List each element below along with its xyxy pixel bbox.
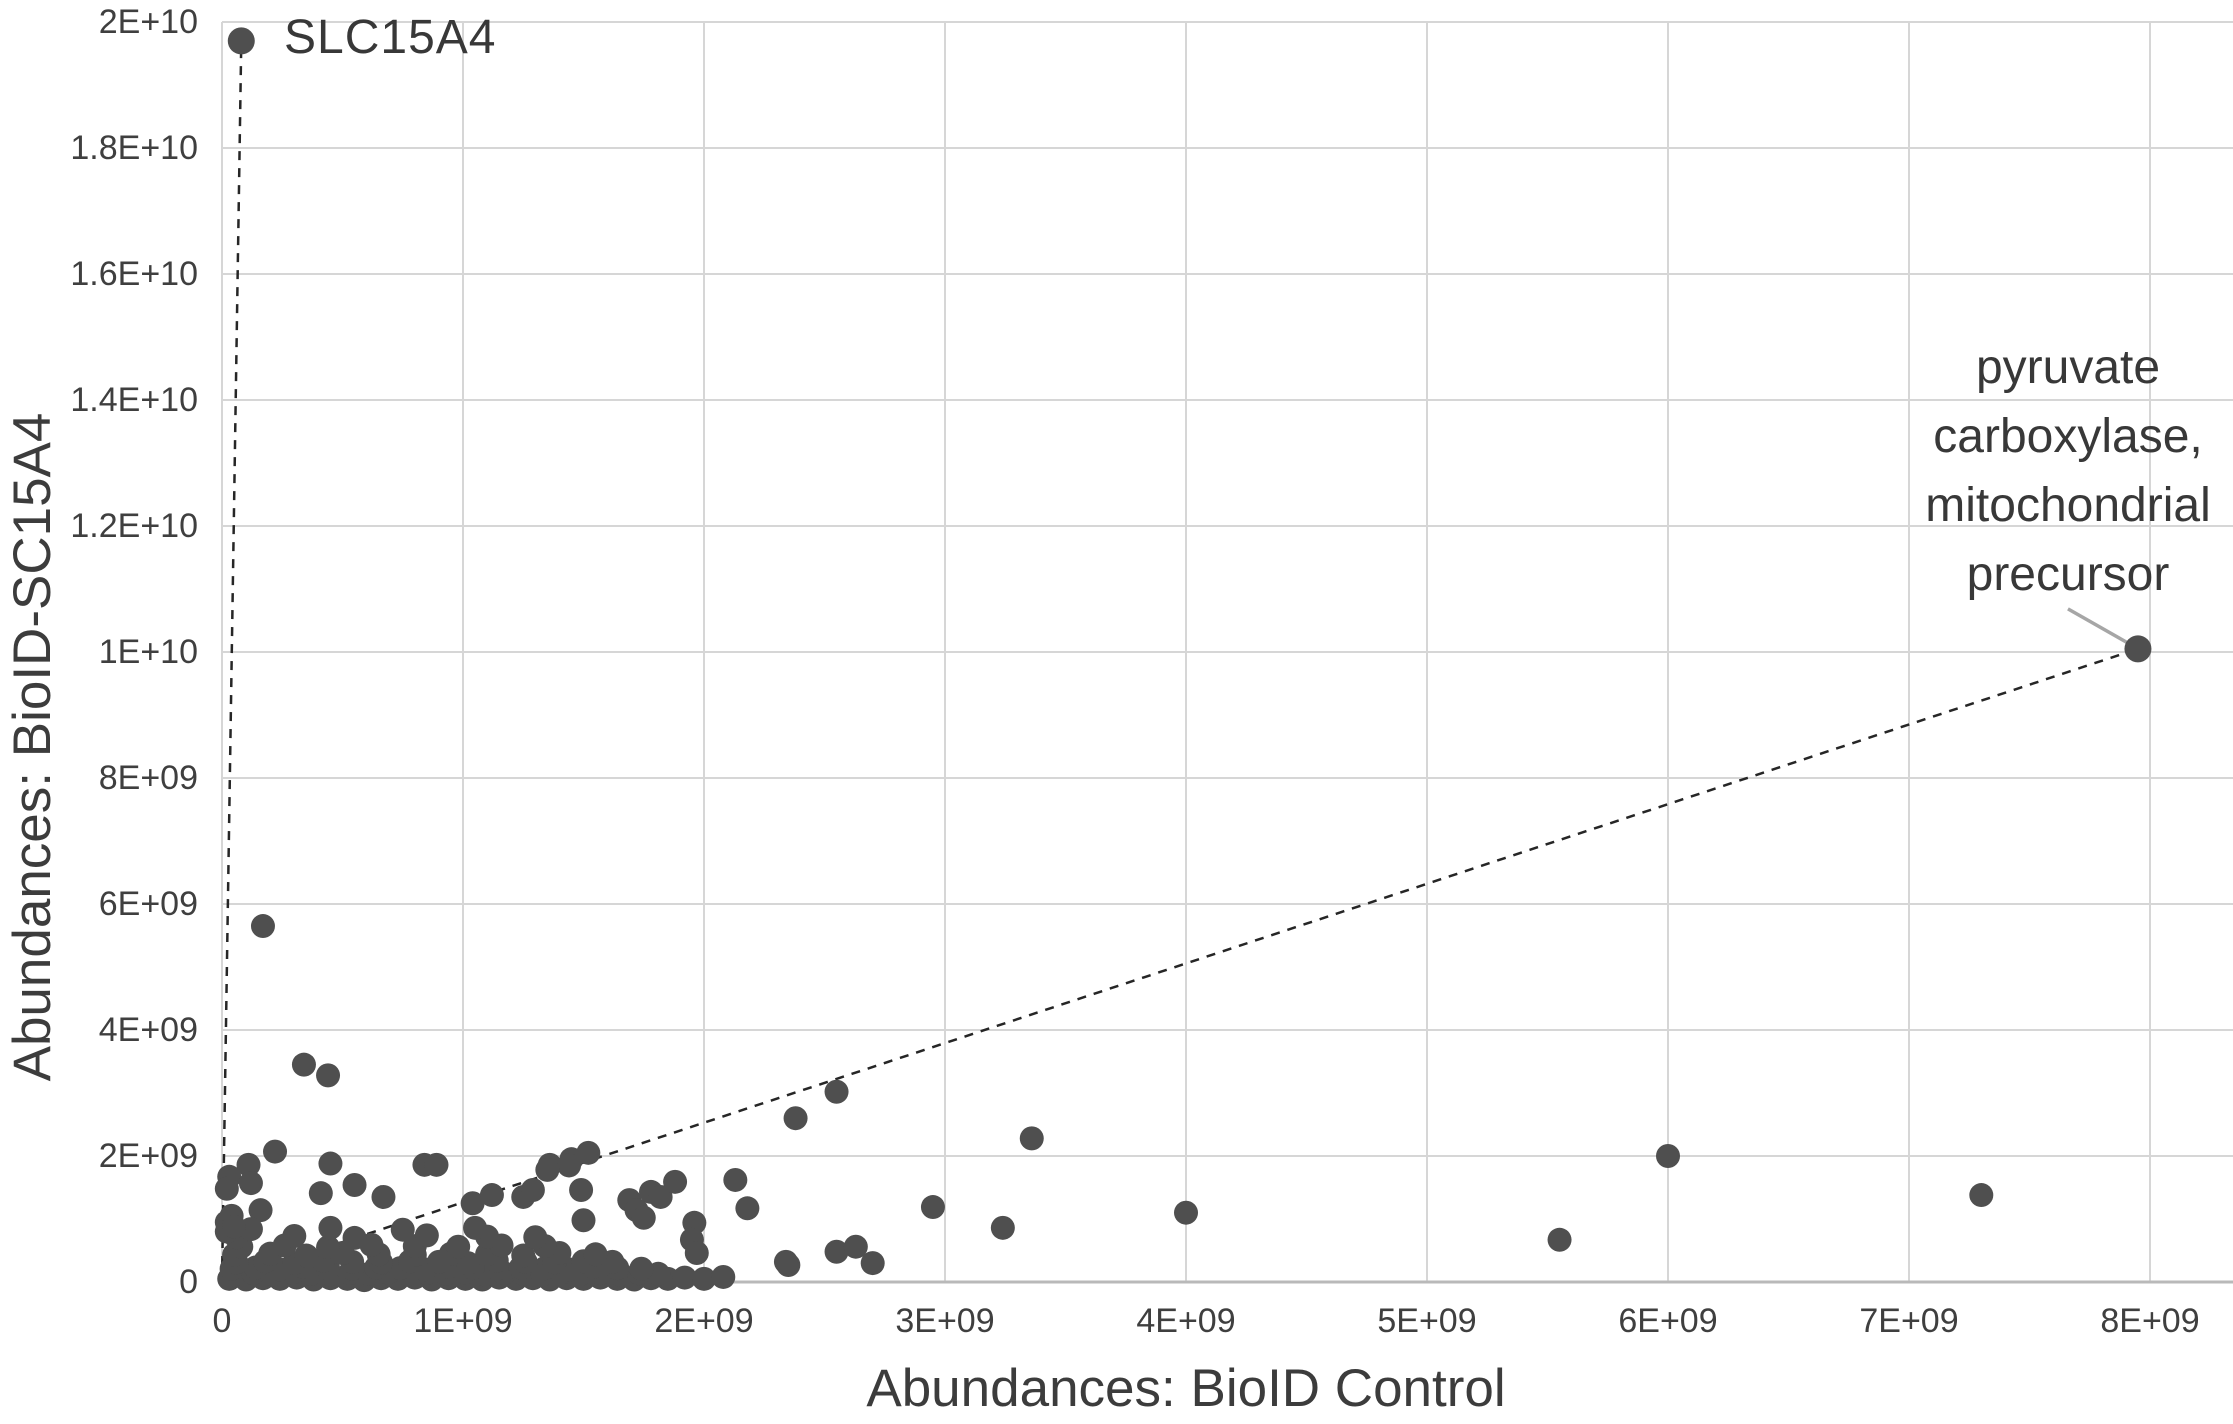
y-tick-label: 1E+10: [98, 633, 198, 671]
data-point: [238, 1171, 263, 1196]
y-tick-label: 2E+09: [98, 1137, 198, 1175]
data-point: [631, 1205, 656, 1230]
data-point: [291, 1052, 316, 1077]
y-tick-label: 1.4E+10: [70, 381, 198, 419]
y-tick-label: 1.8E+10: [70, 129, 198, 167]
data-point: [824, 1239, 849, 1264]
data-point: [583, 1242, 608, 1267]
dashed-reference-line: [220, 40, 243, 1283]
annotation-line-4: precursor: [1966, 548, 2170, 601]
data-point: [390, 1217, 415, 1242]
annotation-line-2: carboxylase,: [1933, 410, 2203, 463]
data-point: [248, 1198, 273, 1223]
data-point: [250, 914, 275, 939]
data-point: [672, 1265, 697, 1290]
data-point: [663, 1169, 688, 1194]
x-tick-label: 4E+09: [1136, 1302, 1236, 1340]
data-point: [723, 1167, 748, 1192]
data-point: [511, 1243, 536, 1268]
annotation-line-3: mitochondrial: [1925, 479, 2211, 532]
data-point: [308, 1181, 333, 1206]
data-point: [316, 1235, 341, 1260]
y-tick-label: 8E+09: [98, 759, 198, 797]
data-point: [535, 1157, 560, 1182]
data-point: [920, 1195, 945, 1220]
data-point: [371, 1184, 396, 1209]
x-tick-label: 2E+09: [654, 1302, 754, 1340]
data-point: [222, 1214, 247, 1239]
data-point: [342, 1172, 367, 1197]
y-tick-label: 2E+10: [98, 3, 198, 41]
data-point: [446, 1234, 471, 1259]
x-tick-label: 5E+09: [1377, 1302, 1477, 1340]
data-point: [692, 1266, 716, 1291]
x-tick-label: 6E+09: [1618, 1302, 1718, 1340]
data-point: [414, 1223, 439, 1248]
data-point: [773, 1249, 798, 1274]
data-point: [783, 1106, 808, 1131]
data-point: [684, 1241, 709, 1266]
data-point: [460, 1191, 485, 1216]
dashed-reference-line: [221, 647, 2139, 1284]
data-point: [1969, 1183, 1994, 1208]
annotation-pyruvate-carboxylase: pyruvate carboxylase, mitochondrial prec…: [1878, 333, 2233, 609]
data-point: [576, 1140, 601, 1165]
data-point: [824, 1079, 849, 1104]
data-point: [1656, 1144, 1680, 1168]
y-tick-label: 4E+09: [98, 1011, 198, 1049]
x-tick-label: 3E+09: [895, 1302, 995, 1340]
y-tick-label: 1.6E+10: [70, 255, 198, 293]
data-point: [479, 1183, 504, 1208]
data-point: [557, 1153, 582, 1178]
x-tick-label: 8E+09: [2100, 1302, 2200, 1340]
data-point: [520, 1178, 545, 1203]
data-point: [318, 1151, 343, 1176]
y-tick-label: 6E+09: [98, 885, 198, 923]
data-point: [318, 1215, 343, 1240]
data-point: [282, 1224, 307, 1249]
data-point: [463, 1215, 488, 1240]
data-point: [1174, 1200, 1198, 1225]
x-tick-label: 1E+09: [413, 1302, 513, 1340]
x-axis-title: Abundances: BioID Control: [866, 1359, 1506, 1418]
data-point: [629, 1256, 654, 1281]
data-point: [990, 1215, 1015, 1240]
labeled-data-point: [227, 27, 255, 55]
data-point: [1547, 1227, 1572, 1252]
data-point: [294, 1243, 319, 1268]
data-point: [316, 1063, 341, 1088]
data-point: [214, 1176, 239, 1201]
annotation-slc15a4: SLC15A4: [284, 11, 497, 64]
data-point: [735, 1196, 760, 1221]
data-point: [1019, 1126, 1044, 1151]
data-point: [523, 1225, 548, 1250]
x-tick-label: 7E+09: [1859, 1302, 1959, 1340]
data-point: [424, 1152, 449, 1177]
annotation-line-1: pyruvate: [1975, 341, 2161, 394]
data-point: [860, 1251, 885, 1276]
annotation-leader-line: [2067, 607, 2134, 648]
data-point: [648, 1184, 673, 1209]
labeled-data-point: [2124, 635, 2152, 663]
data-point: [711, 1264, 736, 1289]
data-point: [569, 1178, 594, 1203]
data-point: [571, 1208, 596, 1233]
y-tick-label: 0: [179, 1263, 198, 1301]
y-axis-title: Abundances: BioID-SC15A4: [3, 412, 62, 1082]
data-point: [263, 1139, 288, 1164]
data-point: [342, 1225, 367, 1250]
y-tick-label: 1.2E+10: [70, 507, 198, 545]
data-point: [236, 1152, 261, 1177]
x-tick-label: 0: [212, 1302, 232, 1340]
data-point: [843, 1234, 868, 1259]
